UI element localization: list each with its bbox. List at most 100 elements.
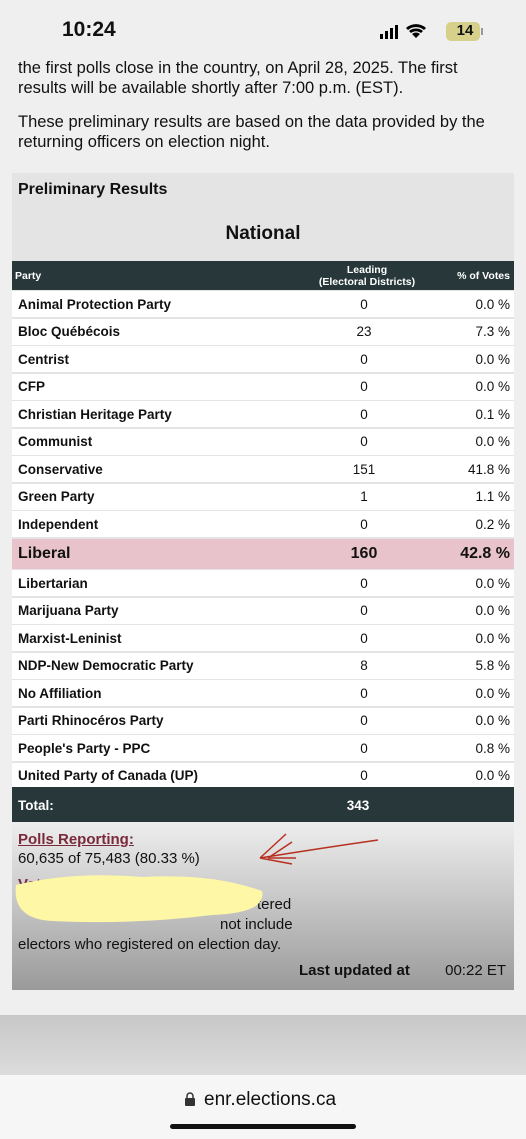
status-time: 10:24 xyxy=(62,18,116,41)
table-row: Communist 0 0.0 % xyxy=(12,428,514,455)
table-row: Centrist 0 0.0 % xyxy=(12,346,514,372)
redaction-scribble xyxy=(15,875,263,923)
party-name: People's Party - PPC xyxy=(18,740,151,756)
table-row: Independent 0 0.2 % xyxy=(12,511,514,537)
party-name: Independent xyxy=(18,516,99,532)
turnout-text: tered xyxy=(257,896,292,913)
table-row: Marxist-Leninist 0 0.0 % xyxy=(12,625,514,651)
table-row: Animal Protection Party 0 0.0 % xyxy=(12,291,514,317)
leading-count: 0 xyxy=(360,351,368,367)
party-name: Marijuana Party xyxy=(18,603,119,618)
leading-count: 0 xyxy=(360,740,368,756)
leading-count: 0 xyxy=(360,768,368,783)
intro-paragraph: the first polls close in the country, on… xyxy=(18,59,458,97)
leading-count: 0 xyxy=(360,713,368,728)
party-name: Communist xyxy=(18,434,93,449)
address-bar[interactable]: enr.elections.ca xyxy=(0,1075,526,1139)
leading-count: 0 xyxy=(360,379,368,394)
party-name: Animal Protection Party xyxy=(18,296,172,312)
party-name: Marxist-Leninist xyxy=(18,630,122,646)
table-row: NDP-New Democratic Party 8 5.8 % xyxy=(12,652,514,679)
leading-count: 1 xyxy=(360,489,368,504)
total-label: Total: xyxy=(18,798,54,813)
turnout-text: electors who registered on election day. xyxy=(18,936,282,953)
polls-value: 60,635 of 75,483 (80.33 %) xyxy=(18,850,200,867)
polls-label: Polls Reporting: xyxy=(18,831,134,848)
updated-time: 00:22 ET xyxy=(445,962,506,979)
vote-share: 0.0 % xyxy=(475,768,510,783)
updated-label: Last updated at xyxy=(299,962,410,979)
column-header: Leading (Electoral Districts) xyxy=(287,264,447,288)
annotation-arrow xyxy=(259,833,379,865)
page-bottom xyxy=(0,1015,526,1075)
vote-share: 0.2 % xyxy=(475,516,510,532)
party-name: Bloc Québécois xyxy=(18,324,121,339)
party-name: Christian Heritage Party xyxy=(18,406,172,422)
leading-count: 0 xyxy=(360,575,368,591)
vote-share: 7.3 % xyxy=(475,324,510,339)
vote-share: 0.0 % xyxy=(475,630,510,646)
table-row: CFP 0 0.0 % xyxy=(12,373,514,400)
table-row: Bloc Québécois 23 7.3 % xyxy=(12,318,514,345)
column-header: % of Votes xyxy=(457,270,510,282)
party-name: No Affiliation xyxy=(18,685,102,701)
party-name: Green Party xyxy=(18,489,95,504)
party-name: CFP xyxy=(18,379,45,394)
vote-share: 0.8 % xyxy=(475,740,510,756)
table-row: Marijuana Party 0 0.0 % xyxy=(12,597,514,624)
region-title: National xyxy=(225,223,301,244)
table-row: People's Party - PPC 0 0.8 % xyxy=(12,735,514,761)
vote-share: 5.8 % xyxy=(475,658,510,673)
leading-count: 0 xyxy=(360,603,368,618)
leading-count: 0 xyxy=(360,406,368,422)
table-row: Conservative 151 41.8 % xyxy=(12,456,514,482)
party-name: Liberal xyxy=(18,544,71,562)
vote-share: 0.0 % xyxy=(475,434,510,449)
leading-count: 0 xyxy=(360,296,368,312)
party-name: Parti Rhinocéros Party xyxy=(18,713,164,728)
leading-count: 0 xyxy=(360,516,368,532)
battery-level: 14 xyxy=(456,22,474,39)
leading-count: 8 xyxy=(360,658,368,673)
table-row: Parti Rhinocéros Party 0 0.0 % xyxy=(12,707,514,734)
home-indicator xyxy=(170,1124,356,1129)
vote-share: 0.0 % xyxy=(475,603,510,618)
column-header-line: (Electoral Districts) xyxy=(318,276,416,288)
party-name: Libertarian xyxy=(18,575,88,591)
table-row: No Affiliation 0 0.0 % xyxy=(12,680,514,706)
vote-share: 1.1 % xyxy=(475,489,510,504)
leading-count: 0 xyxy=(360,434,368,449)
vote-share: 0.0 % xyxy=(475,379,510,394)
party-name: Conservative xyxy=(18,461,103,477)
table-row: Christian Heritage Party 0 0.1 % xyxy=(12,401,514,427)
vote-share: 41.8 % xyxy=(467,461,510,477)
party-name: Centrist xyxy=(18,351,70,367)
total-value: 343 xyxy=(346,798,370,813)
total-row: Total: 343 xyxy=(12,787,514,822)
column-header-line: Leading xyxy=(346,264,388,276)
vote-share: 0.0 % xyxy=(475,351,510,367)
leading-count: 0 xyxy=(360,685,368,701)
turnout-text: not include xyxy=(220,916,293,933)
vote-share: 0.0 % xyxy=(475,575,510,591)
table-header: Party Leading (Electoral Districts) % of … xyxy=(12,261,514,290)
table-row: Liberal 160 42.8 % xyxy=(12,538,514,569)
vote-share: 0.1 % xyxy=(475,406,510,422)
results-panel: Preliminary Results National Party Leadi… xyxy=(12,173,514,990)
results-title: Preliminary Results xyxy=(18,181,168,198)
lock-icon xyxy=(185,1092,195,1106)
party-name: United Party of Canada (UP) xyxy=(18,768,199,783)
table-row: Green Party 1 1.1 % xyxy=(12,483,514,510)
vote-share: 0.0 % xyxy=(475,713,510,728)
leading-count: 23 xyxy=(356,324,372,339)
status-icons xyxy=(380,22,483,41)
table-row: United Party of Canada (UP) 0 0.0 % xyxy=(12,762,514,789)
party-name: NDP-New Democratic Party xyxy=(18,658,194,673)
url: enr.elections.ca xyxy=(204,1089,337,1110)
leading-count: 160 xyxy=(350,544,378,562)
leading-count: 151 xyxy=(352,461,376,477)
leading-count: 0 xyxy=(360,630,368,646)
column-header: Party xyxy=(15,270,42,282)
table-row: Libertarian 0 0.0 % xyxy=(12,570,514,596)
